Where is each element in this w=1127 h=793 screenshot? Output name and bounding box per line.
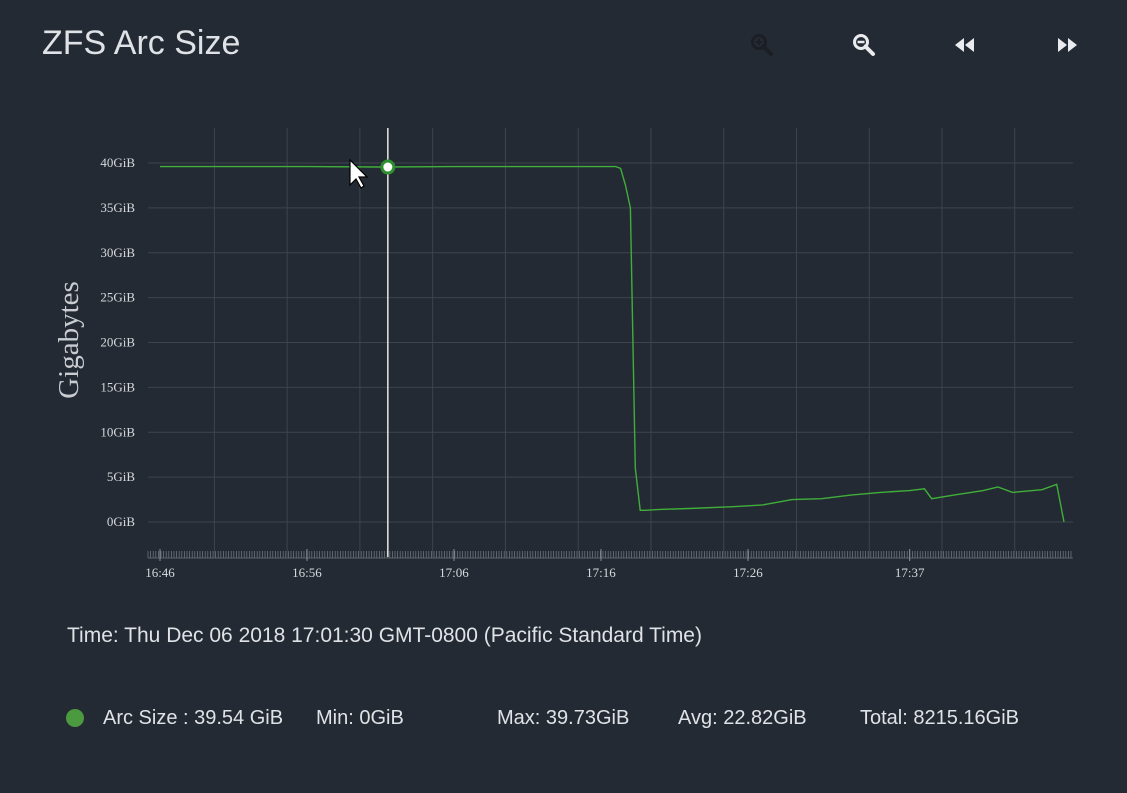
page-title: ZFS Arc Size	[42, 24, 241, 62]
fast-forward-button[interactable]	[1045, 30, 1089, 60]
hover-point-marker	[380, 159, 396, 175]
x-axis-minor-ticks	[147, 551, 1072, 558]
y-tick-label: 35GiB	[100, 200, 135, 215]
series-color-swatch	[66, 709, 84, 727]
x-tick-label: 16:56	[292, 565, 322, 580]
chart-toolbar	[740, 30, 1100, 62]
rewind-icon	[955, 38, 974, 52]
zoom-out-button[interactable]	[842, 30, 886, 60]
legend-min: Min: 0GiB	[316, 707, 404, 729]
series-line-arc-size	[160, 165, 1065, 523]
y-tick-label: 0GiB	[107, 514, 136, 529]
x-tick-label: 16:46	[145, 565, 175, 580]
x-tick-label: 17:16	[586, 565, 616, 580]
legend: Arc Size : 39.54 GiB Min: 0GiB Max: 39.7…	[66, 706, 1116, 732]
legend-total: Total: 8215.16GiB	[860, 707, 1019, 729]
y-tick-label: 40GiB	[100, 155, 135, 170]
legend-avg: Avg: 22.82GiB	[678, 707, 807, 729]
zoom-in-icon	[751, 34, 773, 56]
zoom-out-icon	[853, 34, 875, 56]
y-tick-label: 5GiB	[107, 469, 136, 484]
cursor-time-label: Time: Thu Dec 06 2018 17:01:30 GMT-0800 …	[67, 624, 702, 647]
x-tick-label: 17:26	[733, 565, 763, 580]
y-tick-label: 25GiB	[100, 290, 135, 305]
legend-series-value: Arc Size : 39.54 GiB	[103, 707, 284, 729]
y-tick-label: 20GiB	[100, 335, 135, 350]
arc-size-chart[interactable]: 0GiB 5GiB 10GiB 15GiB 20GiB 25GiB 30GiB 35GiB 40…	[0, 100, 1127, 600]
x-tick-label: 17:06	[439, 565, 469, 580]
y-tick-label: 30GiB	[100, 245, 135, 260]
zoom-in-button[interactable]	[740, 30, 784, 60]
mouse-cursor-icon	[349, 158, 369, 189]
y-tick-label: 15GiB	[100, 379, 135, 394]
y-axis-title: Gigabytes	[53, 281, 85, 399]
x-tick-label: 17:37	[895, 565, 925, 580]
y-tick-label: 10GiB	[100, 424, 135, 439]
legend-max: Max: 39.73GiB	[497, 707, 630, 729]
fast-forward-icon	[1058, 38, 1077, 52]
rewind-button[interactable]	[943, 30, 987, 60]
